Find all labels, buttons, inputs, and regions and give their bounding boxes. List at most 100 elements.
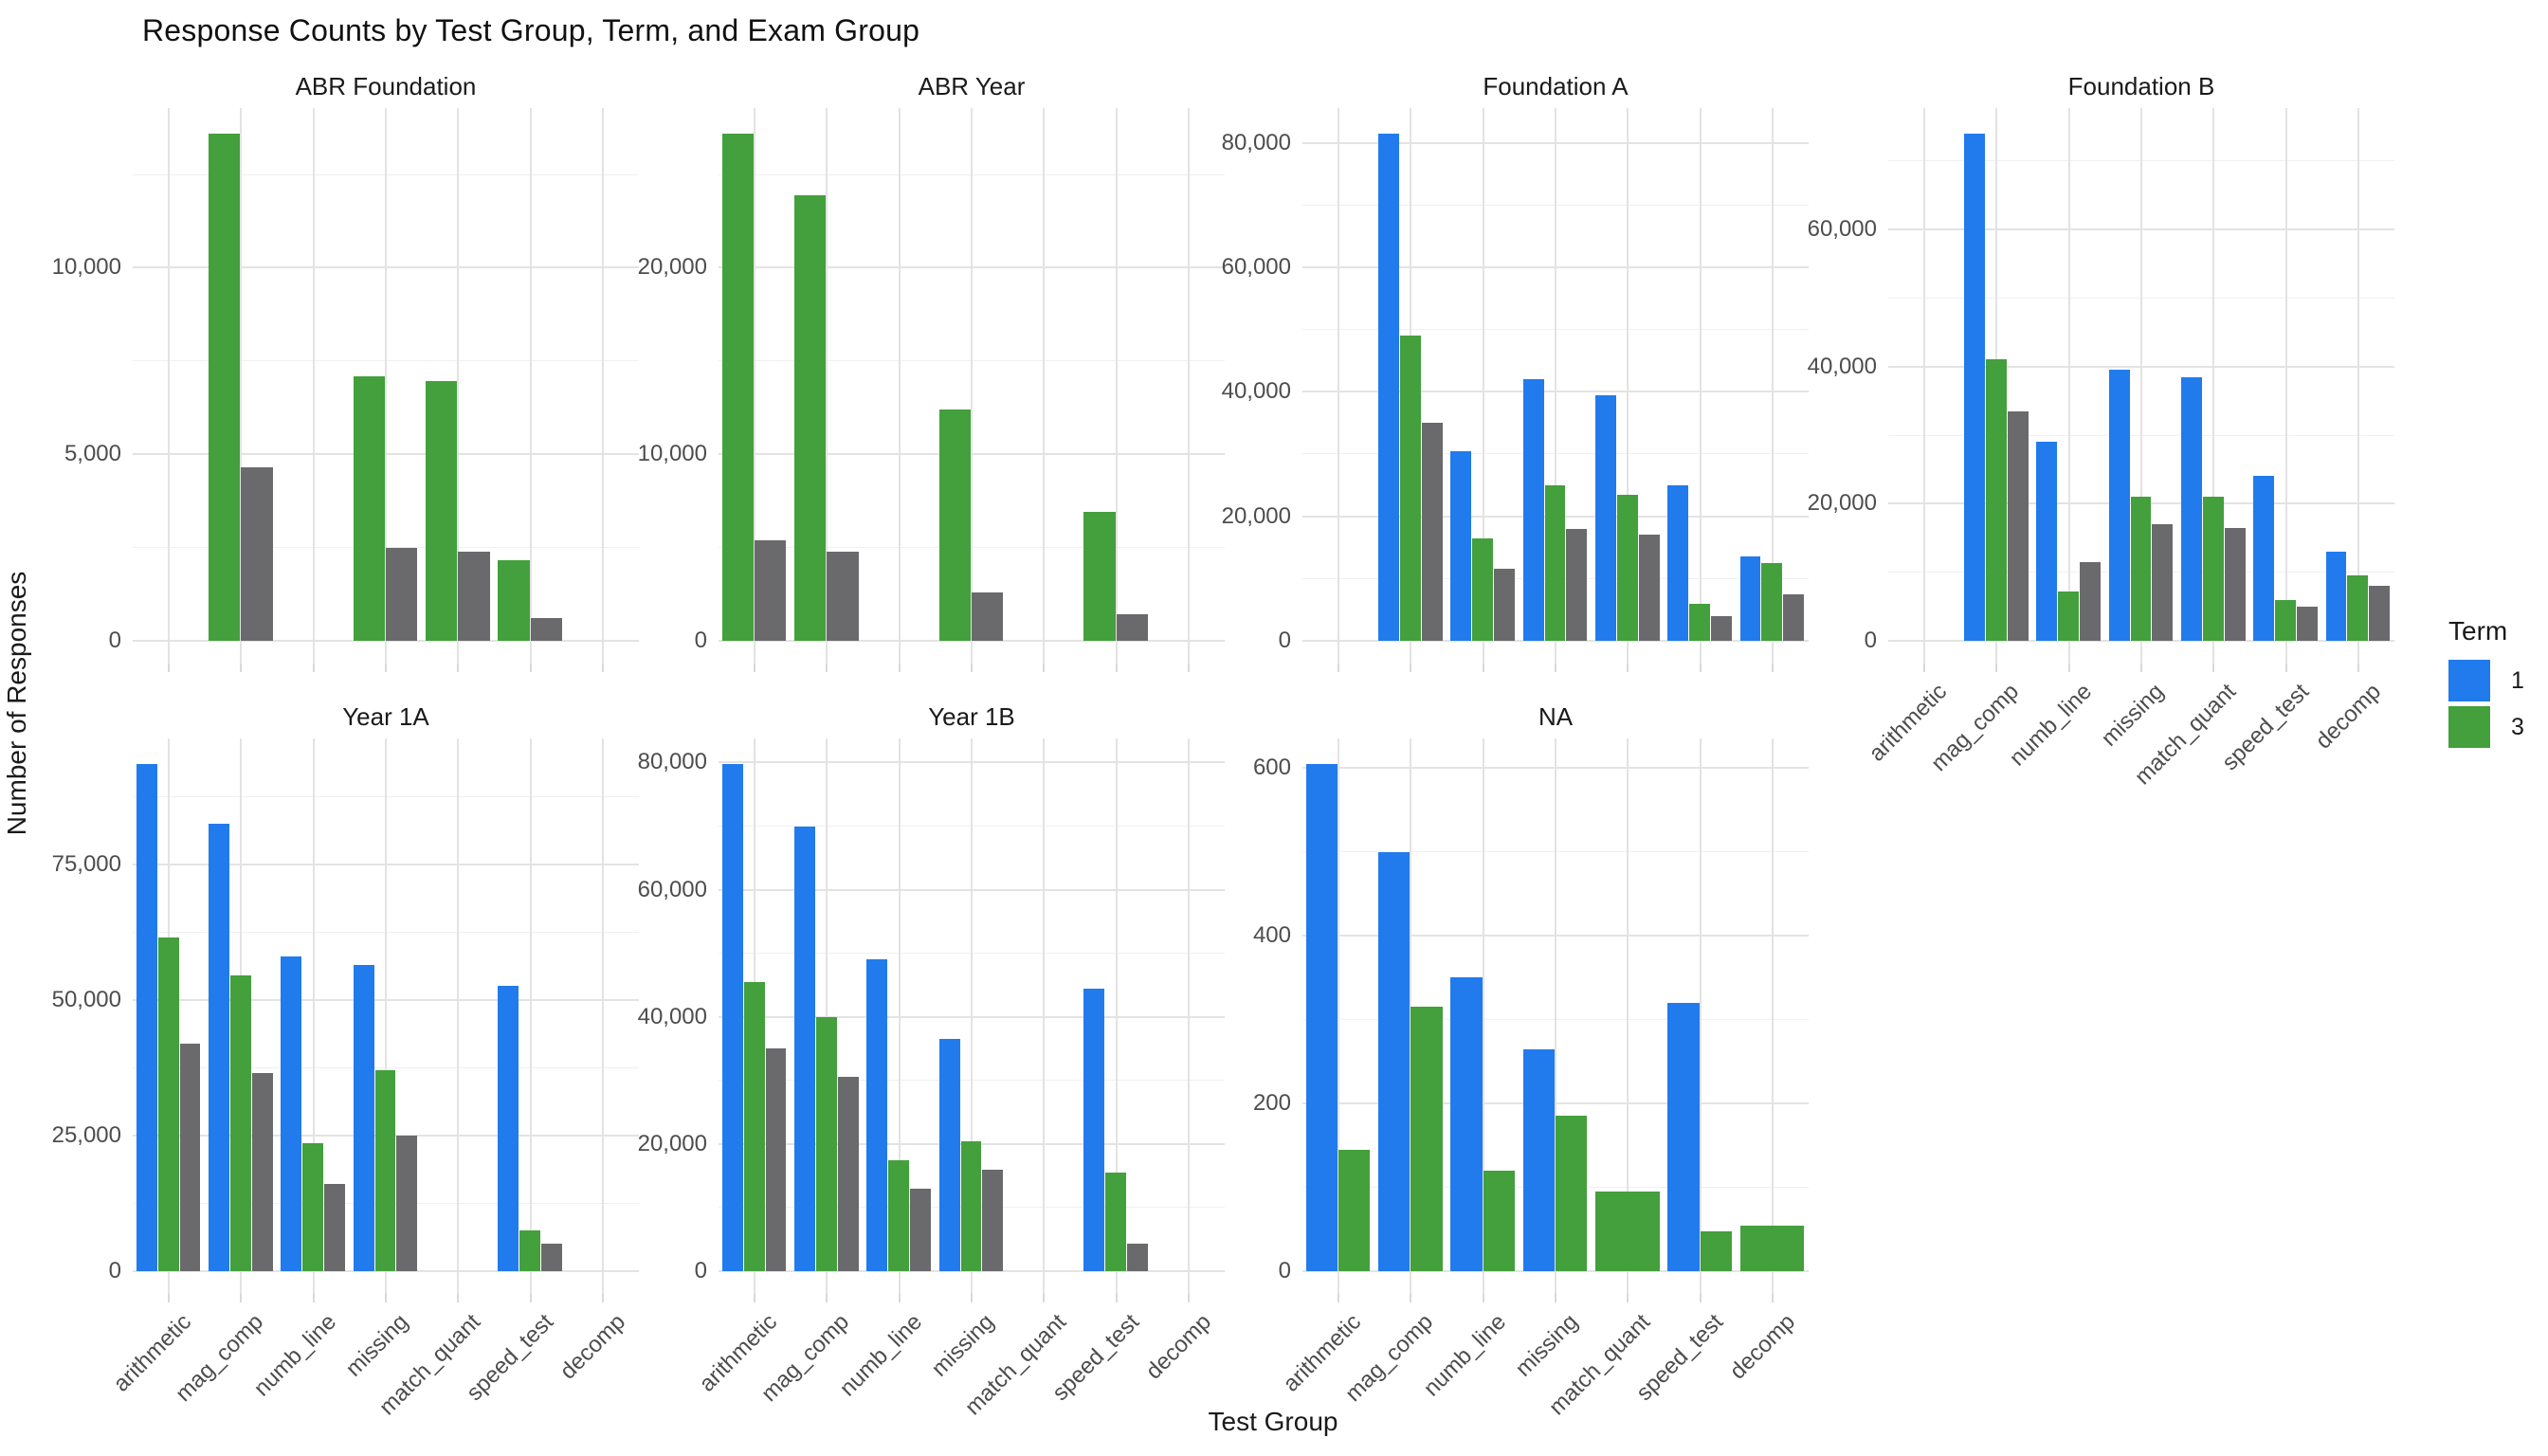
y-tick-label: 25,000 — [51, 1121, 121, 1148]
bar-arithmetic-term-NA — [179, 1043, 201, 1271]
bar-arithmetic-term-3 — [721, 133, 755, 641]
bar-mag_comp-term-3 — [815, 1016, 837, 1271]
bar-mag_comp-term-NA — [2007, 410, 2029, 641]
y-tick-label: 40,000 — [1221, 378, 1291, 405]
gridline-vertical — [1555, 108, 1556, 664]
bar-speed_test-term-3 — [1083, 512, 1116, 641]
bar-speed_test-term-NA — [541, 1243, 562, 1271]
bar-speed_test-term-NA — [1127, 1243, 1148, 1271]
bar-match_quant-term-NA — [2224, 527, 2246, 641]
x-tick-mark — [1338, 1294, 1340, 1302]
bar-speed_test-term-1 — [1667, 484, 1689, 641]
facet-na: NA 0 200 400 600 arithmetic mag_comp numb_line m… — [1253, 702, 1809, 1420]
x-tick-mark — [240, 664, 243, 672]
bar-arithmetic-term-1 — [1305, 763, 1338, 1271]
bar-missing-term-NA — [386, 547, 418, 641]
y-tick-label: 0 — [1278, 628, 1291, 653]
x-tick-mark — [601, 1294, 604, 1302]
x-tick-label-missing: missing — [926, 1309, 1000, 1382]
gridline-vertical — [1338, 738, 1340, 1294]
gridline-vertical — [529, 108, 532, 664]
bar-mag_comp-term-1 — [1378, 133, 1399, 641]
bar-mag_comp-term-3 — [229, 975, 251, 1271]
bar-numb_line-term-3 — [1472, 537, 1494, 641]
x-tick-label-missing: missing — [1510, 1309, 1584, 1382]
gridline-vertical — [1187, 738, 1190, 1294]
x-tick-mark — [529, 664, 532, 672]
gridline-vertical — [2212, 108, 2215, 664]
bar-numb_line-term-1 — [866, 959, 888, 1271]
bar-numb_line-term-1 — [281, 956, 302, 1271]
bar-match_quant-term-NA — [1638, 535, 1660, 641]
x-tick-mark — [1115, 664, 1118, 672]
x-tick-label-decomp: decomp — [2310, 679, 2386, 755]
y-tick-label: 200 — [1252, 1090, 1291, 1117]
bar-missing-term-1 — [2108, 370, 2130, 641]
gridline-vertical — [2140, 108, 2142, 664]
x-tick-mark — [826, 1294, 828, 1302]
gridline-vertical — [312, 738, 315, 1294]
y-tick-label: 0 — [1864, 628, 1877, 653]
gridline-vertical — [1115, 738, 1118, 1294]
gridline-vertical — [385, 738, 387, 1294]
x-tick-mark — [2212, 664, 2215, 672]
bar-speed_test-term-3 — [519, 1229, 540, 1271]
x-axis-title: Test Group — [1208, 1407, 1338, 1436]
facet-title: Year 1B — [928, 702, 1015, 731]
y-tick-label: 400 — [1252, 922, 1291, 949]
bar-speed_test-term-NA — [1116, 614, 1148, 641]
x-tick-mark — [2284, 664, 2287, 672]
gridline-vertical — [826, 108, 828, 664]
gridline-vertical — [1923, 108, 1926, 664]
bar-missing-term-NA — [982, 1169, 1004, 1271]
facet-title: ABR Year — [918, 72, 1026, 100]
gridline-vertical — [1627, 738, 1629, 1294]
gridline-vertical — [1699, 108, 1702, 664]
facet-foundation-a: Foundation A 0 20,000 40,000 60,000 80,000 — [1222, 72, 1809, 672]
gridline-vertical — [754, 108, 756, 664]
bar-arithmetic-term-1 — [136, 763, 157, 1271]
bar-speed_test-term-3 — [1105, 1173, 1126, 1271]
bar-speed_test-term-NA — [2297, 606, 2318, 641]
bar-decomp-term-1 — [2325, 551, 2347, 641]
bar-numb_line-term-NA — [2080, 561, 2102, 641]
x-tick-mark — [898, 1294, 901, 1302]
y-tick-label: 5,000 — [64, 441, 121, 467]
x-tick-mark — [1995, 664, 1998, 672]
y-tick-label: 0 — [694, 1258, 707, 1283]
y-tick-label: 60,000 — [1221, 253, 1291, 280]
y-tick-label: 80,000 — [637, 749, 707, 775]
x-tick-mark — [1771, 664, 1774, 672]
bar-missing-term-1 — [1522, 379, 1544, 641]
legend-swatch-term-1 — [2448, 660, 2490, 701]
bar-match_quant-term-3 — [1616, 494, 1638, 641]
bar-match_quant-term-3 — [1594, 1191, 1660, 1271]
bar-missing-term-1 — [938, 1039, 960, 1271]
bar-speed_test-term-NA — [530, 618, 562, 641]
y-tick-label: 20,000 — [1221, 502, 1291, 529]
gridline-vertical — [601, 108, 604, 664]
x-tick-mark — [1338, 664, 1340, 672]
facet-title: Year 1A — [342, 702, 429, 731]
y-tick-label: 600 — [1252, 755, 1291, 781]
bar-numb_line-term-1 — [2036, 442, 2058, 641]
gridline-vertical — [898, 738, 901, 1294]
bar-missing-term-1 — [1522, 1048, 1555, 1271]
bar-missing-term-3 — [960, 1140, 982, 1271]
gridline-vertical — [1482, 738, 1484, 1294]
bar-numb_line-term-3 — [302, 1143, 324, 1271]
x-tick-label-missing: missing — [340, 1309, 414, 1382]
x-tick-mark — [1699, 664, 1702, 672]
x-tick-mark — [2067, 664, 2070, 672]
x-tick-mark — [457, 1294, 460, 1302]
x-tick-mark — [826, 664, 828, 672]
x-tick-mark — [312, 1294, 315, 1302]
gridline-vertical — [1771, 108, 1774, 664]
bar-speed_test-term-NA — [1711, 615, 1732, 641]
y-tick-label: 40,000 — [637, 1003, 707, 1029]
facet-title: Foundation A — [1483, 72, 1629, 100]
facet-year-1b: Year 1B 0 20,000 40,000 60,000 80,000 arithmet… — [638, 702, 1225, 1420]
x-tick-mark — [2357, 664, 2359, 672]
y-tick-label: 0 — [694, 628, 707, 653]
bar-arithmetic-term-3 — [1338, 1149, 1371, 1271]
